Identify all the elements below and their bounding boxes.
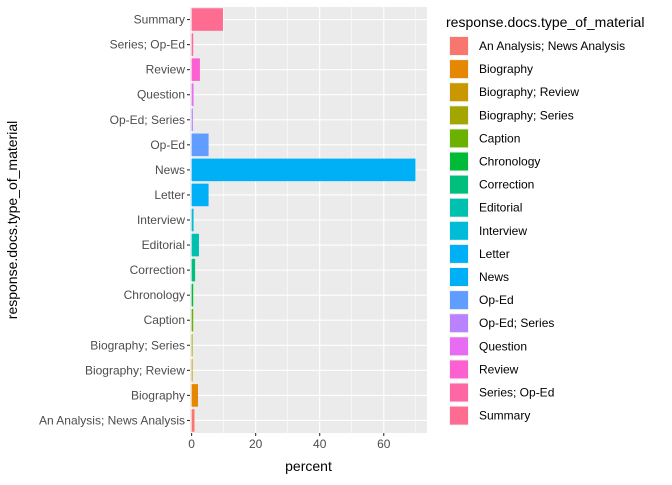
y-tick-label: Summary [134,13,185,27]
bar [191,359,193,382]
y-axis-title: response.docs.type_of_material [4,121,20,319]
y-tick-label: Biography; Series [90,338,185,352]
y-tick-label: Biography; Review [85,363,185,377]
bar [191,208,194,232]
legend-title: response.docs.type_of_material [446,14,644,30]
x-axis: 0 20 40 60 [188,433,391,451]
legend-label: Biography [479,62,533,76]
bar [191,334,193,357]
legend-swatch [450,360,468,379]
legend-swatch [450,221,468,240]
x-tick-label: 0 [188,437,195,451]
legend-swatch [450,129,468,148]
legend-label: Series; Op-Ed [479,386,554,400]
y-tick-label: Caption [144,313,185,327]
y-tick-label: Editorial [142,238,185,252]
legend-label: News [479,270,509,284]
bar [191,233,199,257]
bar [191,158,416,182]
bar [191,58,200,81]
legend-label: Biography; Series [479,108,574,122]
x-tick-label: 20 [249,437,263,451]
y-tick-label: Review [146,63,186,77]
bar [191,283,194,307]
y-tick-label: Op-Ed; Series [110,113,185,127]
legend-label: Caption [479,131,520,145]
x-tick-label: 40 [313,437,327,451]
y-tick-label: News [155,163,185,177]
legend-label: Chronology [479,155,540,169]
bar [191,83,194,106]
legend-swatch [450,106,468,125]
bar [191,384,199,407]
legend-swatch [450,406,468,425]
legend-label: Correction [479,178,534,192]
y-axis: An Analysis; News Analysis Biography Biogr… [39,13,190,427]
x-tick-label: 60 [377,437,391,451]
y-tick-label: An Analysis; News Analysis [39,413,185,427]
legend-label: Op-Ed; Series [479,316,554,330]
legend-swatch [450,198,468,217]
legend-swatch [450,291,468,310]
x-axis-title: percent [285,458,332,474]
legend-swatch [450,37,468,55]
bar [191,409,195,432]
legend-label: Biography; Review [479,85,579,99]
legend-label: Interview [479,224,527,238]
y-tick-label: Series; Op-Ed [110,38,185,52]
bar [191,183,209,207]
legend-label: Editorial [479,201,522,215]
legend-label: Summary [479,409,530,423]
legend-label: Letter [479,247,510,261]
legend-label: An Analysis; News Analysis [479,39,625,53]
legend-swatch [450,175,468,194]
legend-swatch [450,60,468,79]
bar [191,8,223,31]
bar [191,258,196,282]
legend-swatch [450,337,468,356]
legend-label: Question [479,339,527,353]
bar [191,33,194,56]
legend-swatch [450,268,468,286]
bar [191,133,209,157]
y-tick-label: Correction [130,263,185,277]
bars [191,8,416,432]
legend-label: Op-Ed [479,293,514,307]
legend-swatch [450,314,468,333]
bar [191,308,194,332]
legend-swatch [450,83,468,102]
legend-swatch [450,383,468,402]
legend-swatch [450,244,468,263]
y-tick-label: Interview [137,213,185,227]
y-tick-label: Question [137,88,185,102]
y-tick-label: Op-Ed [150,138,185,152]
y-tick-label: Chronology [124,288,185,302]
legend: An Analysis; News Analysis Biography Biogr… [449,36,625,426]
legend-label: Review [479,362,519,376]
legend-swatch [450,152,468,171]
bar [191,108,193,132]
y-tick-label: Biography [131,388,185,402]
y-tick-label: Letter [154,188,185,202]
